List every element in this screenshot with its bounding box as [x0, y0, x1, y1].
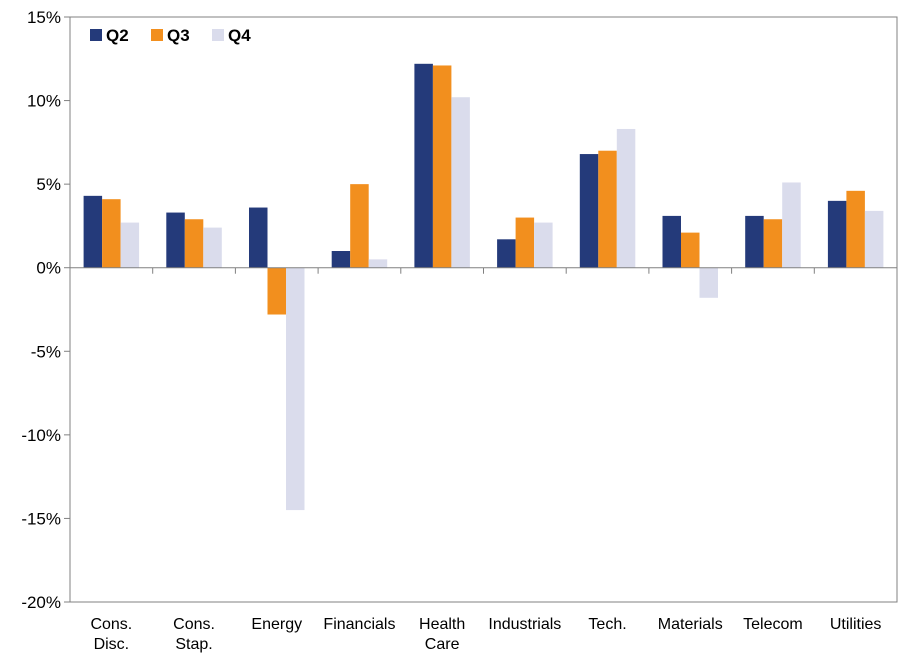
bar-q2-0 [83, 195, 103, 268]
bar-q3-6 [598, 150, 617, 268]
bar-q4-3 [368, 259, 388, 268]
y-tick-label: -20% [21, 593, 61, 612]
bar-q2-9 [827, 200, 847, 268]
legend-swatch-q4 [212, 29, 224, 41]
x-axis: Cons. Disc. Cons. Stap. Energy Financials Heal… [90, 267, 882, 653]
bar-q3-4 [432, 65, 452, 268]
x-category-label: Materials [658, 616, 723, 633]
bars [83, 63, 884, 511]
bar-q4-2 [286, 267, 305, 511]
bar-q2-5 [497, 239, 516, 268]
bar-q4-1 [203, 227, 222, 268]
x-category-label: Energy [251, 616, 302, 633]
bar-q3-2 [267, 267, 286, 315]
bar-q3-9 [846, 190, 865, 268]
bar-q3-7 [681, 232, 700, 268]
bar-q4-0 [120, 222, 140, 268]
plot-area [69, 16, 898, 603]
y-tick-label: 10% [27, 92, 61, 111]
x-category-label: Telecom [743, 616, 803, 633]
bar-q3-5 [515, 217, 535, 268]
legend-label-q4: Q4 [228, 26, 251, 45]
bar-q4-5 [534, 222, 553, 268]
bar-q4-7 [699, 267, 718, 298]
y-tick-label: -5% [31, 342, 61, 361]
y-tick-label: -15% [21, 509, 61, 528]
bar-q2-1 [166, 212, 185, 268]
y-tick-label: 5% [36, 175, 61, 194]
bar-q3-1 [184, 219, 204, 268]
legend-swatch-q3 [151, 29, 163, 41]
bar-q3-3 [350, 184, 369, 268]
bar-q4-9 [864, 210, 884, 268]
bar-q4-6 [616, 128, 636, 268]
bar-q2-2 [249, 207, 268, 268]
y-tick-label: -10% [21, 426, 61, 445]
x-category-label: Health [419, 616, 465, 633]
bar-q4-4 [451, 97, 470, 268]
legend-swatch-q2 [90, 29, 102, 41]
bar-q3-0 [102, 199, 121, 268]
bar-q2-6 [579, 154, 599, 268]
y-tick-label: 0% [36, 259, 61, 278]
legend: Q2 Q3 Q4 [90, 26, 251, 45]
x-category-label: Tech. [588, 616, 626, 633]
y-tick-label: 15% [27, 8, 61, 27]
legend-label-q2: Q2 [106, 26, 129, 45]
bar-q2-4 [414, 63, 433, 268]
x-category-label: Utilities [830, 616, 882, 633]
bar-q2-7 [662, 215, 681, 268]
x-category-label: Cons. [173, 616, 215, 633]
bar-q3-8 [763, 219, 783, 268]
x-category-label: Stap. [175, 636, 212, 653]
x-category-label: Financials [323, 616, 395, 633]
bar-q2-8 [745, 215, 764, 268]
legend-label-q3: Q3 [167, 26, 190, 45]
x-category-label: Care [425, 636, 460, 653]
y-axis: 15% 10% 5% 0% -5% -10% -15% -20% [21, 8, 70, 612]
bar-q4-8 [782, 182, 801, 268]
bar-q2-3 [331, 251, 351, 268]
x-category-label: Disc. [94, 636, 130, 653]
x-category-label: Industrials [488, 616, 561, 633]
plot-frame [69, 16, 898, 603]
x-category-label: Cons. [90, 616, 132, 633]
